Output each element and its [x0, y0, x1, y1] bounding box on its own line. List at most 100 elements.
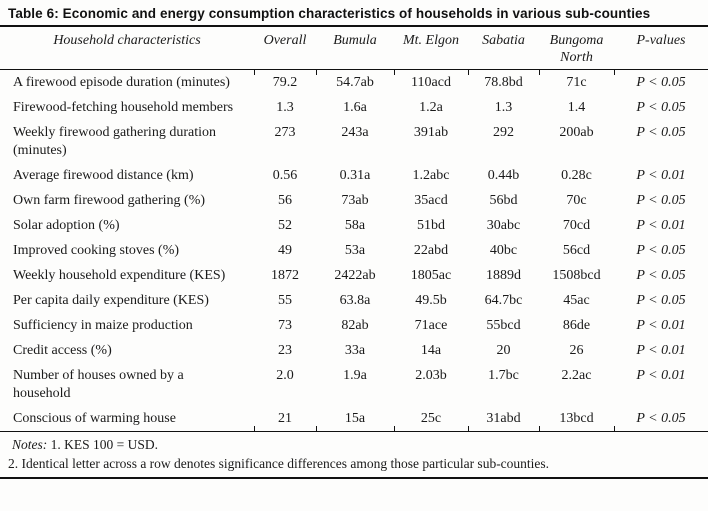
cell-bungoma-north: 70cd [562, 218, 591, 233]
row-label: Weekly firewood gathering duration (minu… [13, 125, 216, 158]
col-header-bumula: Bumula [316, 26, 395, 74]
row-label: Average firewood distance (km) [13, 168, 194, 183]
cell-overall: 55 [278, 293, 292, 308]
cell-sabatia: 1.3 [494, 100, 513, 115]
cell-bumula: 82ab [341, 318, 369, 333]
cell-bumula: 15a [316, 406, 395, 432]
cell-bungoma-north: 56cd [562, 243, 591, 258]
header-row: Household characteristics Overall Bumula… [0, 26, 708, 74]
cell-bungoma-north: 26 [569, 343, 584, 358]
notes-label: Notes: [12, 437, 48, 452]
table-row: Per capita daily expenditure (KES) 55 63… [0, 288, 708, 313]
table-row: Weekly firewood gathering duration (minu… [0, 120, 708, 163]
cell-sabatia: 56bd [489, 193, 518, 208]
col-header-bungoma-north: Bungoma North [539, 26, 615, 74]
cell-bumula: 54.7ab [336, 75, 374, 90]
row-label: Credit access (%) [13, 343, 112, 358]
col-header-mt-elgon: Mt. Elgon [394, 26, 469, 74]
cell-sabatia: 292 [493, 125, 514, 140]
cell-bumula: 1.9a [343, 368, 367, 383]
notes-line-1: Notes: 1. KES 100 = USD. [8, 435, 700, 454]
cell-p-value: P < 0.05 [636, 100, 686, 115]
cell-sabatia: 30abc [486, 218, 521, 233]
cell-bungoma-north: 1508bcd [552, 268, 601, 283]
notes-item-1: 1. KES 100 = USD. [50, 437, 158, 452]
cell-bungoma-north: 1.4 [567, 100, 586, 115]
cell-sabatia: 64.7bc [484, 293, 523, 308]
cell-p-value: P < 0.05 [636, 243, 686, 258]
cell-p-value: P < 0.05 [636, 75, 686, 90]
row-label: Own farm firewood gathering (%) [13, 193, 206, 208]
cell-mt-elgon: 35acd [414, 193, 448, 208]
table-body: A firewood episode duration (minutes) 79… [0, 70, 708, 432]
row-label: Conscious of warming house [0, 406, 255, 432]
row-label: Sufficiency in maize production [13, 318, 193, 333]
cell-bumula: 0.31a [339, 168, 371, 183]
cell-mt-elgon: 51bd [417, 218, 445, 233]
cell-bungoma-north: 13bcd [539, 406, 615, 432]
cell-overall: 52 [278, 218, 292, 233]
cell-p-value: P < 0.01 [636, 218, 686, 233]
table-row: A firewood episode duration (minutes) 79… [0, 70, 708, 96]
cell-bumula: 33a [344, 343, 366, 358]
cell-mt-elgon: 2.03b [415, 368, 447, 383]
row-label: Weekly household expenditure (KES) [13, 268, 226, 283]
cell-sabatia: 31abd [468, 406, 540, 432]
household-characteristics-table: Household characteristics Overall Bumula… [0, 25, 708, 432]
table-row: Number of houses owned by a household 2.… [0, 363, 708, 406]
cell-mt-elgon: 14a [420, 343, 442, 358]
cell-mt-elgon: 49.5b [415, 293, 447, 308]
table-row: Improved cooking stoves (%) 49 53a 22abd… [0, 238, 708, 263]
row-label: Firewood-fetching household members [13, 100, 234, 115]
table-row: Sufficiency in maize production 73 82ab … [0, 313, 708, 338]
cell-bumula: 53a [344, 243, 366, 258]
cell-mt-elgon: 1805ac [410, 268, 452, 283]
table-row: Conscious of warming house 21 15a 25c 31… [0, 406, 708, 432]
cell-bungoma-north: 71c [566, 75, 587, 90]
cell-bungoma-north: 0.28c [561, 168, 592, 183]
cell-bungoma-north: 200ab [559, 125, 594, 140]
cell-bungoma-north: 45ac [563, 293, 590, 308]
table-title: Table 6: Economic and energy consumption… [8, 6, 651, 21]
cell-sabatia: 1889d [486, 268, 521, 283]
notes-line-2: 2. Identical letter across a row denotes… [8, 456, 550, 471]
cell-bumula: 243a [341, 125, 369, 140]
cell-p-value: P < 0.05 [636, 268, 686, 283]
table-row: Solar adoption (%) 52 58a 51bd 30abc 70c… [0, 213, 708, 238]
row-label: Solar adoption (%) [13, 218, 120, 233]
cell-p-value: P < 0.01 [636, 368, 686, 383]
cell-overall: 49 [278, 243, 292, 258]
cell-mt-elgon: 25c [394, 406, 469, 432]
cell-overall: 73 [278, 318, 292, 333]
cell-p-value: P < 0.01 [636, 318, 686, 333]
cell-p-value: P < 0.05 [636, 193, 686, 208]
cell-overall: 79.2 [272, 75, 298, 90]
row-label: Per capita daily expenditure (KES) [13, 293, 209, 308]
cell-mt-elgon: 71ace [414, 318, 448, 333]
cell-p-value: P < 0.01 [636, 168, 686, 183]
table-header: Household characteristics Overall Bumula… [0, 26, 708, 74]
cell-mt-elgon: 1.2a [419, 100, 443, 115]
cell-mt-elgon: 22abd [413, 243, 449, 258]
cell-overall: 2.0 [276, 368, 294, 383]
col-header-p-values: P-values [614, 26, 708, 70]
cell-p-value: P < 0.05 [614, 406, 708, 432]
col-header-overall: Overall [254, 26, 317, 74]
cell-overall: 0.56 [272, 168, 298, 183]
row-label: A firewood episode duration (minutes) [13, 75, 230, 90]
cell-bumula: 63.8a [339, 293, 371, 308]
cell-bumula: 73ab [341, 193, 369, 208]
col-header-household-characteristics: Household characteristics [0, 26, 255, 74]
cell-bumula: 58a [344, 218, 366, 233]
cell-sabatia: 1.7bc [488, 368, 519, 383]
cell-mt-elgon: 1.2abc [412, 168, 450, 183]
cell-overall: 23 [278, 343, 292, 358]
cell-sabatia: 78.8bd [484, 75, 523, 90]
cell-bungoma-north: 86de [562, 318, 591, 333]
cell-overall: 1872 [271, 268, 299, 283]
cell-sabatia: 40bc [489, 243, 518, 258]
table-row: Firewood-fetching household members 1.3 … [0, 95, 708, 120]
cell-overall: 21 [254, 406, 317, 432]
row-label: Improved cooking stoves (%) [13, 243, 180, 258]
